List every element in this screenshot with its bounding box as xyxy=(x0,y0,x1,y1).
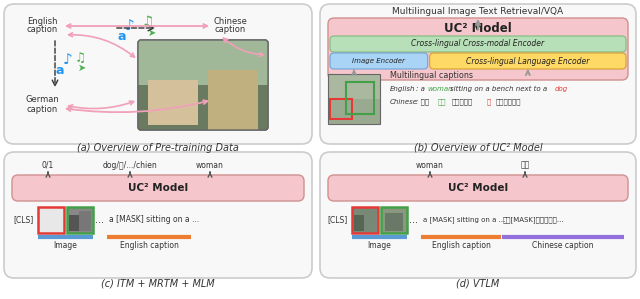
Text: Multilingual Image Text Retrieval/VQA: Multilingual Image Text Retrieval/VQA xyxy=(392,7,564,16)
FancyBboxPatch shape xyxy=(4,4,312,144)
Text: UC² Model: UC² Model xyxy=(444,22,512,36)
FancyBboxPatch shape xyxy=(330,36,626,52)
Text: 女人: 女人 xyxy=(520,161,530,170)
Text: woman: woman xyxy=(427,86,452,92)
Text: (c) ITM + MRTM + MLM: (c) ITM + MRTM + MLM xyxy=(101,279,215,289)
FancyBboxPatch shape xyxy=(4,152,312,278)
FancyBboxPatch shape xyxy=(320,152,636,278)
Bar xyxy=(138,40,268,85)
Bar xyxy=(352,207,378,233)
Bar xyxy=(38,207,64,233)
FancyBboxPatch shape xyxy=(328,175,628,201)
Bar xyxy=(67,207,93,233)
Text: Image: Image xyxy=(367,242,392,251)
Text: ...: ... xyxy=(408,215,417,225)
Text: English: English xyxy=(390,86,415,92)
Text: a: a xyxy=(118,30,126,42)
FancyBboxPatch shape xyxy=(138,40,268,130)
Text: caption: caption xyxy=(26,25,58,34)
Bar xyxy=(354,215,364,231)
Text: English caption: English caption xyxy=(431,242,490,251)
Text: German: German xyxy=(25,95,59,104)
Text: : a: : a xyxy=(416,86,427,92)
FancyBboxPatch shape xyxy=(320,4,636,144)
Text: a [MASK] sitting on a ...: a [MASK] sitting on a ... xyxy=(423,216,506,223)
Text: (a) Overview of Pre-training Data: (a) Overview of Pre-training Data xyxy=(77,143,239,153)
Bar xyxy=(328,74,380,124)
Text: ➤: ➤ xyxy=(78,63,86,73)
Text: 女人: 女人 xyxy=(438,99,447,105)
Bar xyxy=(69,215,79,231)
Text: caption: caption xyxy=(214,25,246,34)
Text: woman: woman xyxy=(416,161,444,170)
Text: 坐在一条大: 坐在一条大 xyxy=(452,99,473,105)
Text: ♪: ♪ xyxy=(63,53,73,68)
Text: Multilingual captions: Multilingual captions xyxy=(390,71,473,80)
Text: dog/狗/.../chien: dog/狗/.../chien xyxy=(102,161,157,170)
FancyBboxPatch shape xyxy=(328,18,628,80)
Text: 狗: 狗 xyxy=(487,99,492,105)
Text: ♫: ♫ xyxy=(74,51,86,65)
Bar xyxy=(385,213,403,231)
Text: 0/1: 0/1 xyxy=(42,161,54,170)
Text: 旁边的长椅上: 旁边的长椅上 xyxy=(496,99,522,105)
Text: a [MASK] sitting on a ...: a [MASK] sitting on a ... xyxy=(109,216,199,225)
Text: Image Encoder: Image Encoder xyxy=(353,58,405,64)
Bar xyxy=(381,207,407,233)
Text: 一个[MASK]坐在一条狗...: 一个[MASK]坐在一条狗... xyxy=(503,216,564,223)
Text: Cross-lingual Cross-modal Encoder: Cross-lingual Cross-modal Encoder xyxy=(412,39,545,48)
Text: dog: dog xyxy=(555,86,568,92)
FancyBboxPatch shape xyxy=(330,53,428,69)
Bar xyxy=(208,70,258,130)
Bar xyxy=(138,85,268,130)
Text: UC² Model: UC² Model xyxy=(128,183,188,193)
Text: caption: caption xyxy=(26,104,58,114)
Text: ...: ... xyxy=(95,215,104,225)
Bar xyxy=(328,74,380,99)
FancyBboxPatch shape xyxy=(429,53,626,69)
Text: ♪: ♪ xyxy=(125,19,135,33)
Text: ♫: ♫ xyxy=(141,15,154,29)
Bar xyxy=(364,211,376,231)
Text: : 一个: : 一个 xyxy=(416,99,429,105)
Text: English caption: English caption xyxy=(120,242,179,251)
Text: ➤: ➤ xyxy=(148,28,156,38)
Text: English: English xyxy=(27,16,57,25)
Text: [CLS]: [CLS] xyxy=(14,216,34,225)
Bar xyxy=(346,82,374,114)
Text: UC² Model: UC² Model xyxy=(448,183,508,193)
FancyBboxPatch shape xyxy=(12,175,304,201)
Bar xyxy=(79,211,91,231)
Text: (d) VTLM: (d) VTLM xyxy=(456,279,500,289)
Text: (b) Overview of UC² Model: (b) Overview of UC² Model xyxy=(413,143,542,153)
Text: Chinese caption: Chinese caption xyxy=(532,242,594,251)
Text: Chinese: Chinese xyxy=(390,99,418,105)
Text: woman: woman xyxy=(196,161,224,170)
Bar xyxy=(328,74,380,124)
Text: Chinese: Chinese xyxy=(213,16,247,25)
Text: Image: Image xyxy=(54,242,77,251)
Text: Cross-lingual Language Encoder: Cross-lingual Language Encoder xyxy=(466,57,589,65)
Bar xyxy=(330,99,352,119)
Text: [CLS]: [CLS] xyxy=(328,216,348,225)
Bar xyxy=(148,80,198,125)
Text: sitting on a bench next to a: sitting on a bench next to a xyxy=(450,86,547,92)
Text: a: a xyxy=(56,63,64,77)
